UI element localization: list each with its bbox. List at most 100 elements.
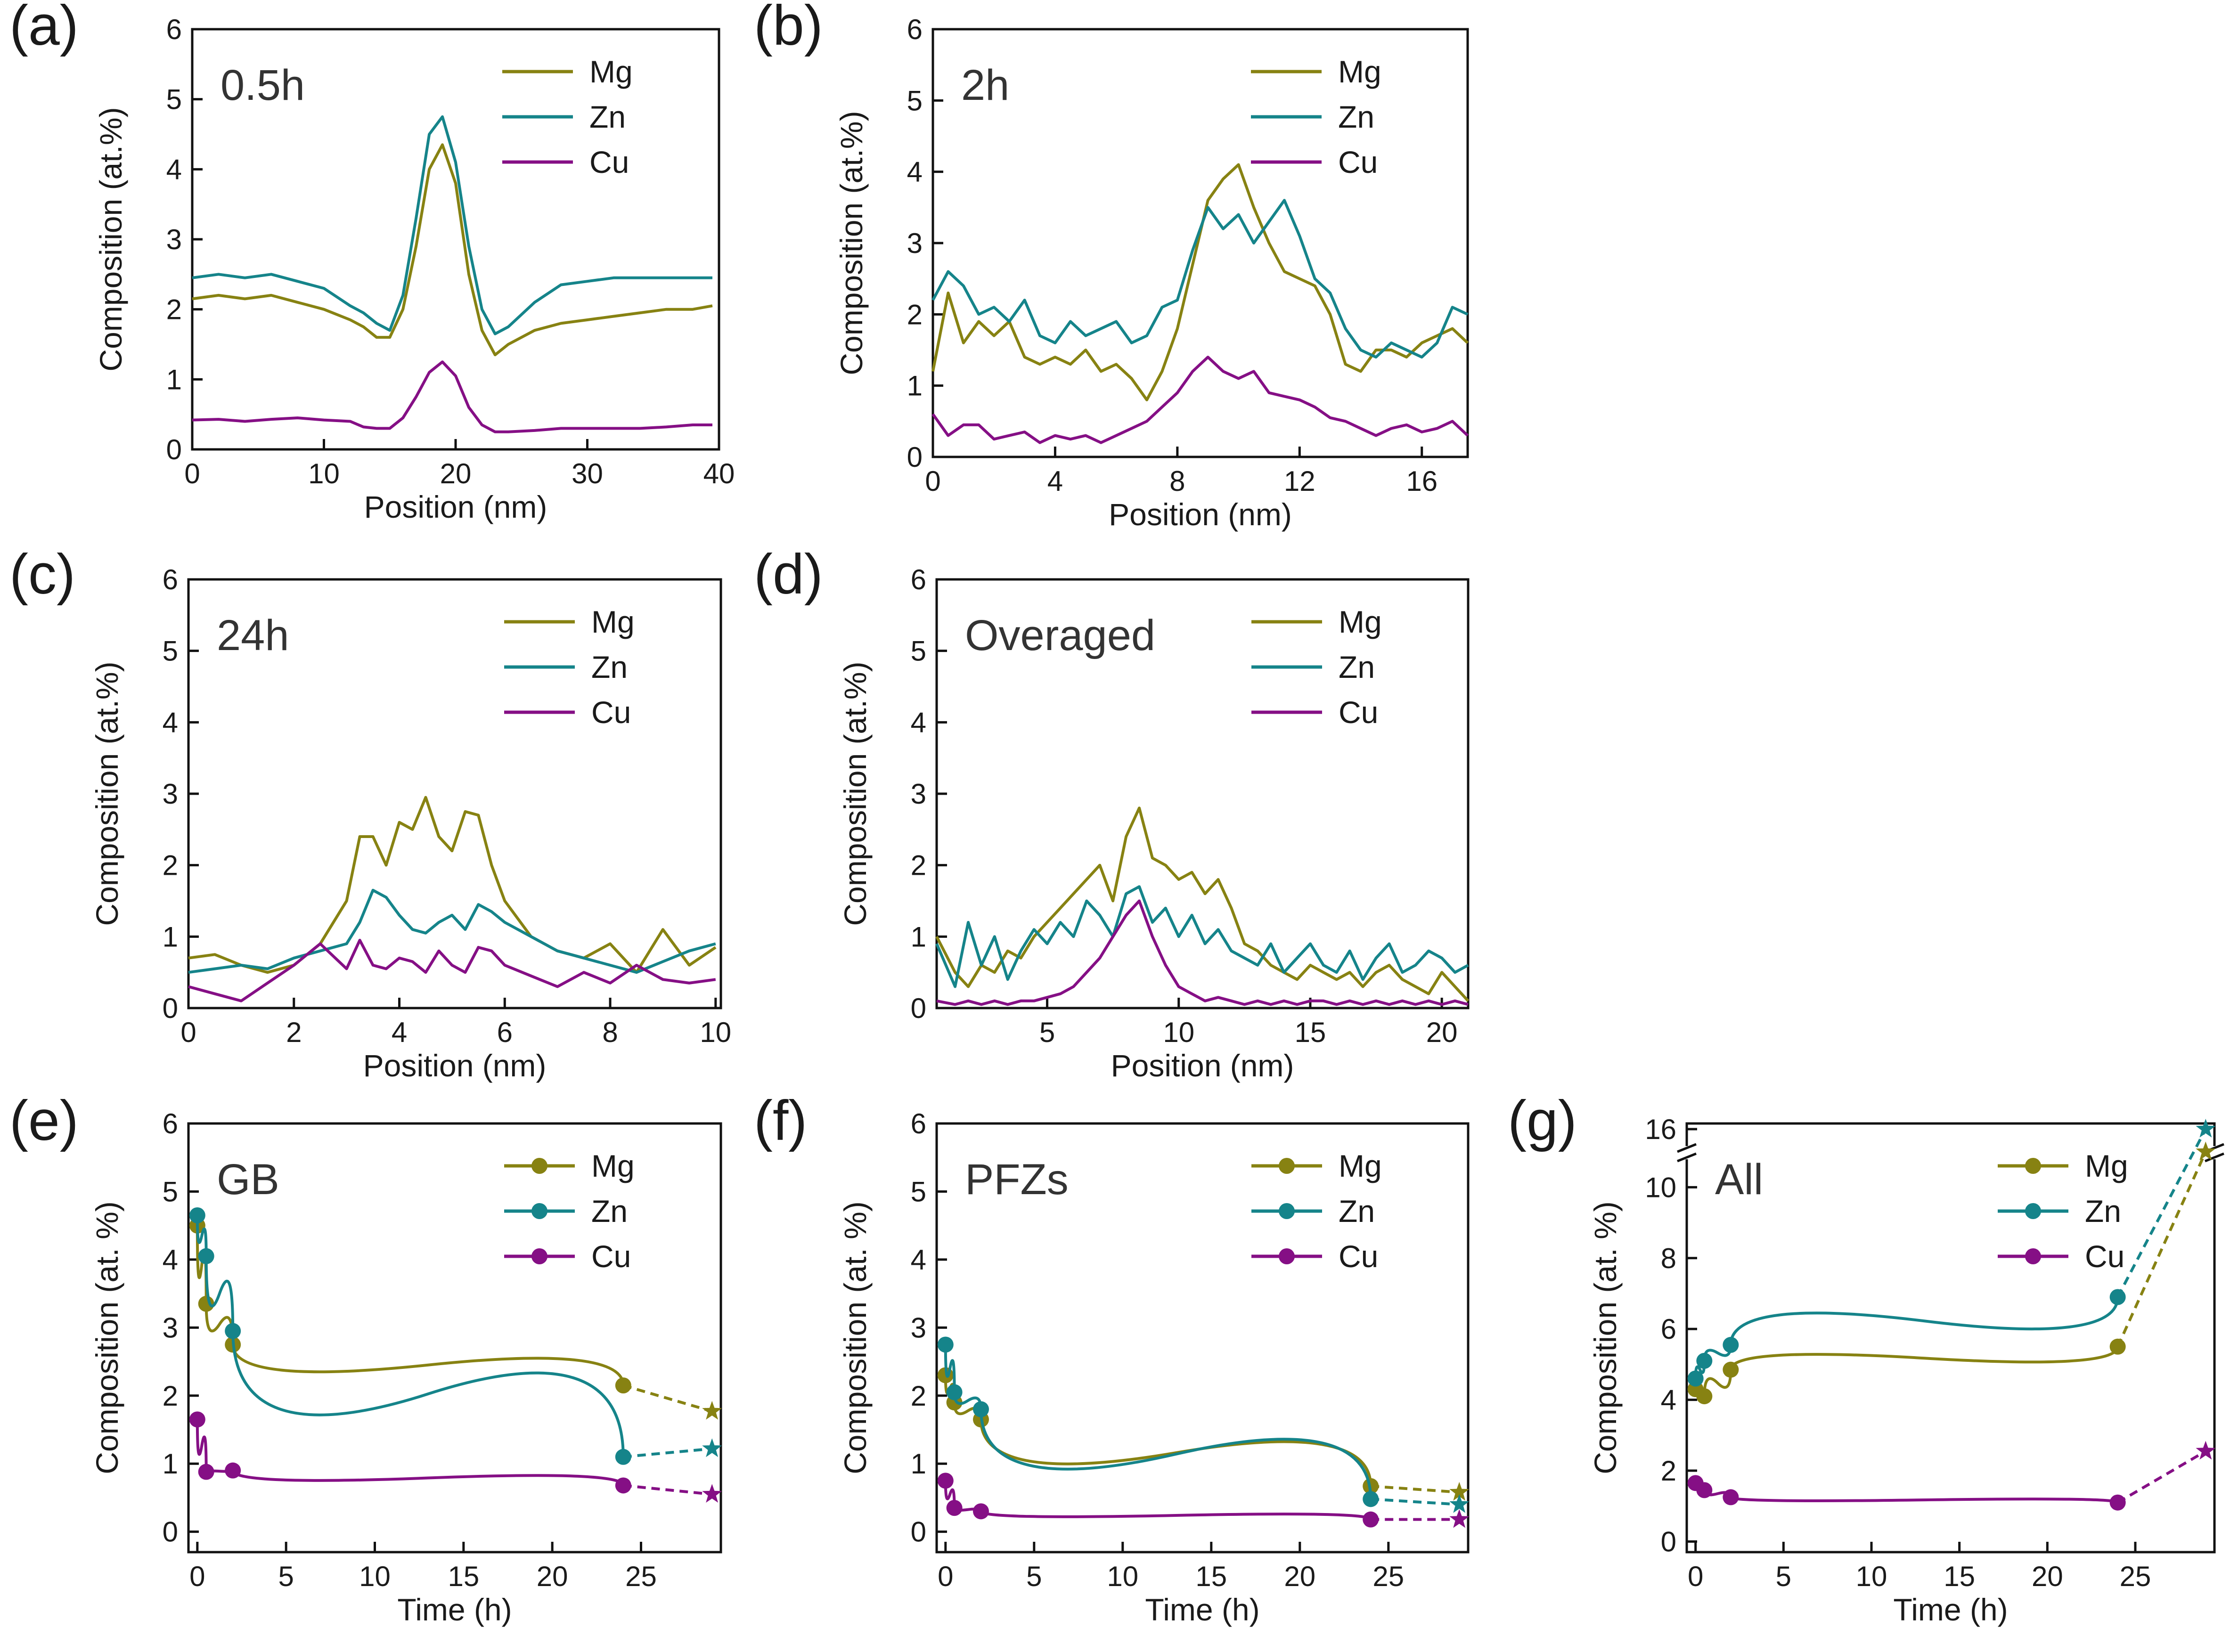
x-tick-label: 4 — [1047, 465, 1063, 497]
series-line-mg — [1694, 1346, 2119, 1398]
data-point-mg — [1696, 1388, 1713, 1405]
legend-label-zn: Zn — [2085, 1194, 2121, 1229]
legend-marker — [531, 1203, 547, 1219]
x-axis-title: Position (nm) — [364, 489, 547, 524]
panel-title: PFZs — [965, 1156, 1069, 1204]
y-tick-label: 5 — [163, 635, 178, 667]
panel-letter: (g) — [1508, 1089, 1577, 1152]
plot-frame — [931, 28, 1469, 458]
y-tick-label: 1 — [166, 364, 182, 395]
x-tick-label: 8 — [602, 1017, 618, 1048]
x-tick-label: 10 — [1856, 1561, 1887, 1592]
x-tick-label: 20 — [1426, 1017, 1458, 1048]
legend-label-cu: Cu — [589, 145, 629, 179]
x-axis-title: Position (nm) — [1111, 1048, 1294, 1083]
legend-label-mg: Mg — [591, 604, 635, 639]
data-point-cu — [973, 1503, 989, 1520]
panel-title: GB — [217, 1156, 279, 1204]
panel-letter: (d) — [754, 543, 823, 606]
legend-label-zn: Zn — [589, 99, 626, 134]
data-point-cu — [946, 1500, 963, 1516]
series-line-zn — [931, 199, 1469, 359]
plot-frame — [187, 1122, 722, 1554]
legend-label-cu: Cu — [1339, 695, 1378, 730]
legend-label-cu: Cu — [591, 1239, 631, 1274]
y-tick-label: 6 — [1661, 1313, 1676, 1345]
axis-break-mark — [2205, 1152, 2224, 1163]
y-tick-label: 6 — [166, 14, 182, 45]
y-tick-label: 4 — [907, 156, 923, 188]
y-tick-label: 2 — [163, 850, 178, 881]
series-line-cu — [944, 1481, 1372, 1521]
x-tick-label: 0 — [1688, 1561, 1703, 1592]
y-tick-label: 4 — [166, 154, 182, 185]
overaged-star-marker — [702, 1484, 722, 1503]
y-tick-label: 8 — [1661, 1243, 1676, 1274]
data-point-cu — [937, 1473, 954, 1489]
x-tick-label: 10 — [1107, 1561, 1138, 1592]
x-tick-label: 40 — [703, 458, 735, 489]
x-tick-label: 0 — [938, 1561, 953, 1592]
panel-letter: (a) — [9, 0, 79, 57]
data-point-cu — [198, 1464, 214, 1480]
y-tick-label: 10 — [1645, 1172, 1676, 1203]
legend-marker — [1279, 1248, 1295, 1264]
y-tick-label: 6 — [163, 1108, 178, 1139]
series-line-cu — [936, 899, 1469, 1006]
y-tick-label: 2 — [907, 299, 923, 330]
plot-frame — [1685, 1122, 2216, 1554]
y-tick-label: 1 — [163, 1448, 178, 1480]
legend-marker — [1279, 1158, 1295, 1174]
data-point-zn — [1687, 1370, 1704, 1387]
legend-label-zn: Zn — [1339, 650, 1375, 684]
legend-label-zn: Zn — [591, 650, 628, 684]
panel-letter: (f) — [754, 1089, 807, 1152]
x-tick-label: 15 — [448, 1561, 479, 1592]
overaged-dashed-line — [623, 1447, 712, 1458]
series-line-zn — [944, 1344, 1372, 1499]
data-point-zn — [973, 1401, 989, 1417]
chart-panel-d: (d) Overaged 5 10 15 20 0 1 2 3 4 5 6 Position (nm) Co… — [754, 543, 1470, 1083]
y-tick-label: 3 — [911, 1312, 926, 1343]
y-axis-title: Composition (at.%) — [834, 111, 869, 375]
overaged-dashed-line — [623, 1484, 712, 1496]
overaged-star-marker — [1449, 1509, 1470, 1528]
data-point-zn — [937, 1336, 954, 1353]
panel-letter: (b) — [754, 0, 823, 57]
x-axis-title: Time (h) — [1145, 1592, 1259, 1627]
y-tick-label: 3 — [166, 224, 182, 255]
legend-label-zn: Zn — [1339, 1194, 1375, 1229]
x-tick-label: 4 — [392, 1017, 407, 1048]
y-tick-label: 6 — [163, 564, 178, 595]
y-axis-title: Composition (at.%) — [838, 661, 873, 926]
data-point-zn — [946, 1384, 963, 1400]
data-point-cu — [1723, 1489, 1739, 1506]
x-axis-title: Position (nm) — [1109, 497, 1292, 532]
legend-label-cu: Cu — [591, 695, 631, 730]
series-line-cu — [1694, 1483, 2119, 1504]
series-line-mg — [196, 1225, 625, 1386]
data-point-mg — [1723, 1361, 1739, 1378]
series-line-cu — [188, 938, 716, 1002]
legend-label-mg: Mg — [2085, 1148, 2128, 1183]
panel-letter: (c) — [9, 543, 75, 606]
legend-label-mg: Mg — [589, 54, 633, 89]
data-point-zn — [189, 1207, 205, 1223]
x-tick-label: 20 — [2032, 1561, 2063, 1592]
y-tick-label: 3 — [163, 778, 178, 810]
data-point-zn — [1696, 1352, 1713, 1369]
y-tick-label: 2 — [163, 1380, 178, 1412]
series-line-cu — [192, 360, 712, 433]
x-tick-label: 15 — [1944, 1561, 1975, 1592]
y-tick-label: 4 — [163, 707, 178, 738]
data-point-cu — [189, 1411, 205, 1428]
y-axis-title: Composition (at.%) — [93, 107, 128, 371]
legend-label-cu: Cu — [1338, 145, 1378, 179]
overaged-dashed-line — [2116, 1128, 2207, 1298]
x-tick-label: 30 — [572, 458, 603, 489]
x-tick-label: 5 — [278, 1561, 294, 1592]
x-axis-title: Time (h) — [397, 1592, 512, 1627]
series-line-mg — [935, 806, 1470, 1002]
